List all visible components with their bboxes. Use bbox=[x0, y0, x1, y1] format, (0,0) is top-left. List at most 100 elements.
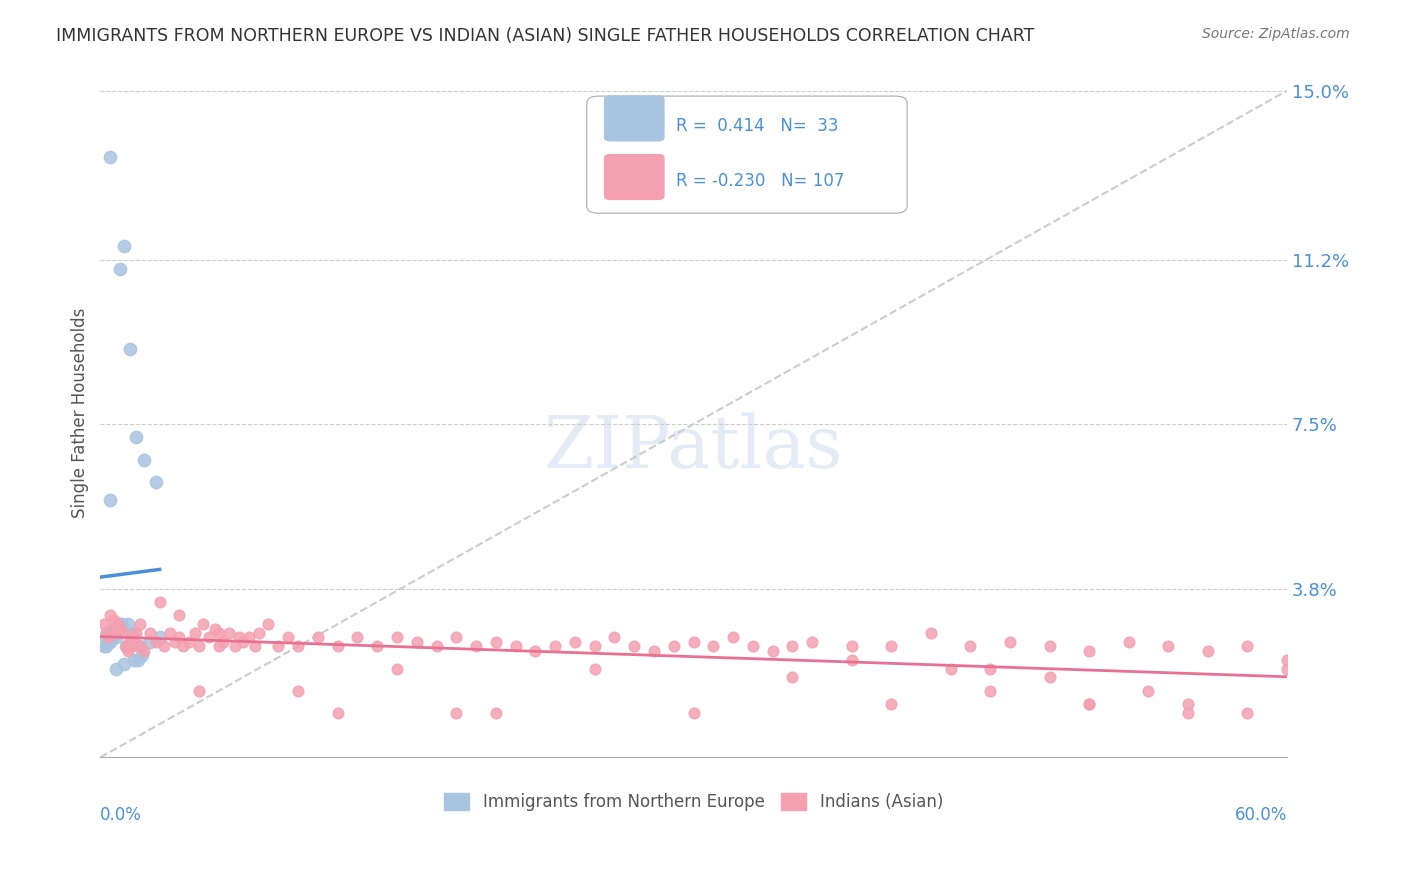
Point bbox=[112, 626, 135, 640]
Point bbox=[1197, 644, 1219, 658]
Point bbox=[118, 635, 141, 649]
Point bbox=[1078, 644, 1101, 658]
Point bbox=[139, 626, 162, 640]
Point bbox=[603, 631, 626, 645]
Point bbox=[643, 644, 665, 658]
Point bbox=[108, 261, 131, 276]
Point bbox=[101, 622, 124, 636]
Point bbox=[101, 631, 124, 645]
Point bbox=[129, 617, 152, 632]
Point bbox=[405, 635, 427, 649]
Point bbox=[193, 617, 215, 632]
Point bbox=[198, 631, 221, 645]
Legend: Immigrants from Northern Europe, Indians (Asian): Immigrants from Northern Europe, Indians… bbox=[437, 787, 949, 818]
Text: R =  0.414   N=  33: R = 0.414 N= 33 bbox=[676, 117, 838, 135]
Point bbox=[117, 617, 139, 632]
Point bbox=[184, 626, 207, 640]
Text: IMMIGRANTS FROM NORTHERN EUROPE VS INDIAN (ASIAN) SINGLE FATHER HOUSEHOLDS CORRE: IMMIGRANTS FROM NORTHERN EUROPE VS INDIA… bbox=[56, 27, 1035, 45]
Point bbox=[224, 640, 246, 654]
Point bbox=[762, 644, 785, 658]
Point bbox=[485, 706, 508, 720]
Point bbox=[98, 635, 121, 649]
Point bbox=[101, 626, 124, 640]
Point bbox=[165, 635, 187, 649]
Point bbox=[103, 613, 125, 627]
Point bbox=[169, 631, 191, 645]
Point bbox=[112, 657, 135, 671]
Text: 60.0%: 60.0% bbox=[1234, 805, 1286, 823]
Point bbox=[208, 640, 231, 654]
Point bbox=[212, 635, 235, 649]
Point bbox=[564, 635, 586, 649]
Point bbox=[152, 640, 174, 654]
Point bbox=[841, 652, 863, 666]
Point bbox=[979, 683, 1001, 698]
Point bbox=[307, 631, 329, 645]
Point bbox=[169, 608, 191, 623]
Point bbox=[118, 342, 141, 356]
Point bbox=[346, 631, 368, 645]
Point bbox=[702, 640, 724, 654]
Point bbox=[524, 644, 547, 658]
Point bbox=[115, 640, 138, 654]
Point bbox=[385, 631, 408, 645]
Point bbox=[108, 617, 131, 632]
Point bbox=[1275, 661, 1298, 675]
Point bbox=[1118, 635, 1140, 649]
Point bbox=[118, 640, 141, 654]
Point bbox=[623, 640, 645, 654]
Point bbox=[132, 644, 155, 658]
Point bbox=[425, 640, 447, 654]
Point bbox=[93, 617, 115, 632]
Point bbox=[544, 640, 567, 654]
Point bbox=[107, 617, 129, 632]
Point bbox=[159, 626, 181, 640]
Point bbox=[326, 640, 349, 654]
Point bbox=[998, 635, 1021, 649]
Point bbox=[583, 640, 606, 654]
Text: R = -0.230   N= 107: R = -0.230 N= 107 bbox=[676, 172, 844, 190]
Point bbox=[880, 697, 903, 711]
Point bbox=[131, 648, 153, 663]
Point bbox=[111, 617, 134, 632]
Text: Source: ZipAtlas.com: Source: ZipAtlas.com bbox=[1202, 27, 1350, 41]
Point bbox=[979, 661, 1001, 675]
Point bbox=[125, 430, 148, 444]
Point bbox=[228, 631, 250, 645]
Point bbox=[125, 626, 148, 640]
Point bbox=[1038, 640, 1060, 654]
Point bbox=[122, 631, 145, 645]
Point bbox=[1275, 652, 1298, 666]
Point bbox=[204, 622, 226, 636]
Point bbox=[939, 661, 962, 675]
Point bbox=[129, 640, 152, 654]
Point bbox=[801, 635, 824, 649]
Point bbox=[465, 640, 488, 654]
Point bbox=[129, 640, 152, 654]
Point bbox=[232, 635, 254, 649]
Point bbox=[105, 631, 128, 645]
Point bbox=[385, 661, 408, 675]
Point bbox=[145, 635, 167, 649]
Point bbox=[96, 640, 118, 654]
Point bbox=[105, 626, 128, 640]
Point bbox=[782, 670, 804, 684]
Point bbox=[243, 640, 266, 654]
Point bbox=[112, 239, 135, 253]
Point bbox=[96, 626, 118, 640]
Point bbox=[98, 608, 121, 623]
Point bbox=[98, 150, 121, 164]
Point bbox=[122, 652, 145, 666]
Point bbox=[742, 640, 765, 654]
Point bbox=[1078, 697, 1101, 711]
Point bbox=[103, 622, 125, 636]
Point bbox=[115, 640, 138, 654]
Point bbox=[149, 595, 172, 609]
Point bbox=[108, 622, 131, 636]
Point bbox=[880, 640, 903, 654]
Point bbox=[247, 626, 270, 640]
Point bbox=[96, 631, 118, 645]
Y-axis label: Single Father Households: Single Father Households bbox=[72, 308, 89, 518]
Point bbox=[97, 631, 120, 645]
Point bbox=[1177, 697, 1199, 711]
